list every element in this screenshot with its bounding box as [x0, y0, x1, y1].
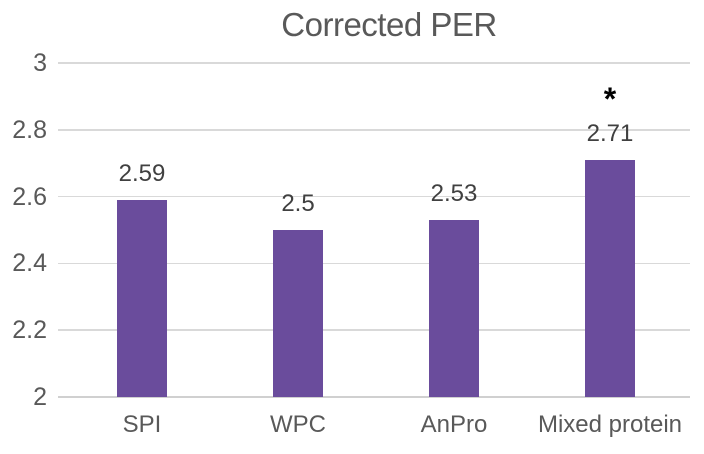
x-tick-label-wpc: WPC — [270, 411, 326, 438]
y-tick-label-2: 2 — [33, 383, 47, 411]
gridline — [58, 62, 690, 64]
y-tick-label-2-2: 2.2 — [12, 316, 47, 345]
y-tick-label-2-6: 2.6 — [12, 182, 47, 211]
gridline — [58, 195, 690, 198]
gridline — [58, 262, 690, 265]
bar-anpro — [429, 219, 479, 397]
y-tick-label-2-4: 2.4 — [12, 249, 47, 278]
gridline — [58, 329, 690, 331]
x-tick-label-anpro: AnPro — [420, 411, 488, 438]
gridline — [58, 129, 690, 131]
y-tick-label-2-8: 2.8 — [12, 115, 47, 144]
chart-title: Corrected PER — [281, 6, 497, 43]
value-label-mixed-protein: 2.71 — [586, 119, 634, 147]
x-tick-label-spi: SPI — [122, 411, 162, 438]
bar-mixed-protein — [585, 159, 635, 397]
value-label-spi: 2.59 — [118, 159, 166, 187]
x-tick-label-mixed-protein: Mixed protein — [537, 411, 683, 438]
bar-spi — [117, 199, 167, 397]
bar-wpc — [273, 230, 323, 397]
x-axis-line — [58, 396, 690, 398]
value-label-anpro: 2.53 — [430, 179, 478, 207]
significance-asterisk-mixed-protein: * — [603, 80, 617, 117]
y-tick-label-3: 3 — [33, 49, 47, 77]
value-label-wpc: 2.5 — [281, 190, 315, 217]
